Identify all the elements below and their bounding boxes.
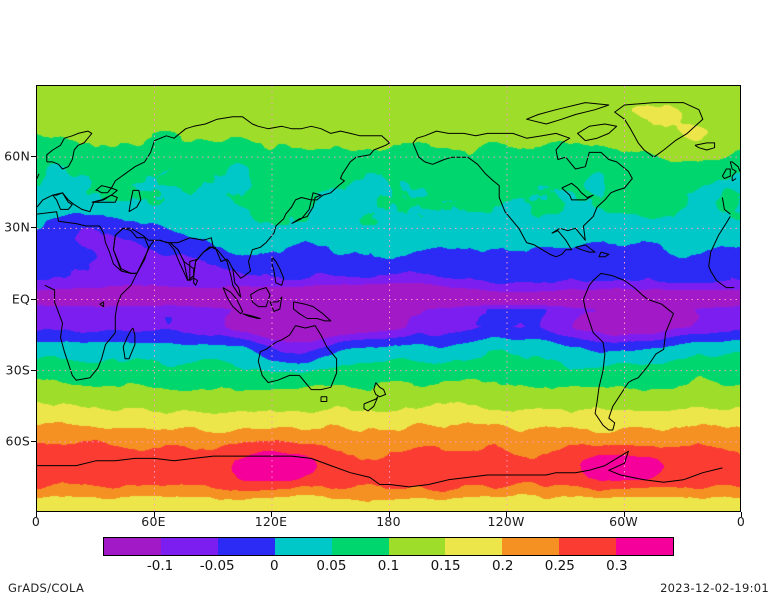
timestamp-label: 2023-12-02-19:01 [660,581,769,595]
coastline-path [708,266,735,289]
y-tickmark [31,369,36,371]
x-tick-label-0: 0 [31,514,41,529]
colorbar-tick-0.25: 0.25 [544,558,575,574]
coastline-path [128,189,142,213]
attribution-label: GrADS/COLA [8,581,85,595]
colorbar-tick--0.1: -0.1 [146,558,174,574]
coastline-path [363,396,379,412]
colorbar-tick-0.3: 0.3 [606,558,628,574]
coastline-path [320,396,328,402]
y-tickmark [31,227,36,229]
colorbar[interactable] [103,537,674,556]
coastline-path [222,287,244,315]
contour-field-canvas [37,86,740,511]
coastline-path [112,227,150,274]
x-tick-label-120W: 120W [487,514,525,529]
coastline-path [52,192,73,210]
coastline-path [250,287,271,308]
coastline-path [729,161,740,181]
coastline-path [708,216,731,267]
colorbar-tick-0.1: 0.1 [377,558,400,574]
colorbar-band-7 [502,538,560,555]
coastline-path [582,272,674,431]
y-tickmark [31,440,36,442]
coastline-path [91,194,118,203]
colorbar-band-2 [217,538,275,555]
coastline-path [37,116,390,298]
coastline-path [731,178,737,182]
coastline-path [122,327,136,360]
x-tickmark [741,512,742,517]
y-tickmark [31,156,36,158]
y-tick-label-EQ: EQ [11,291,30,306]
coastline-path [37,211,138,381]
colorbar-tick-0: 0 [270,558,279,574]
coastline-path [694,142,716,151]
coastline-path [721,197,731,215]
x-tickmark [271,512,272,517]
coastline-path [37,173,40,179]
y-tickmark [31,298,36,300]
coastline-path [193,277,199,286]
x-tick-label-180: 180 [376,514,401,529]
coastline-path [46,130,93,170]
colorbar-tick--0.05: -0.05 [199,558,235,574]
colorbar-tick-0.2: 0.2 [491,558,514,574]
coastline-path [242,313,261,319]
coastline-path [257,325,338,391]
coastline-path [291,192,322,225]
x-tickmark [506,512,507,517]
coastline-path [561,182,594,201]
colorbar-band-5 [388,538,446,555]
y-tick-label-30S: 30S [5,362,30,378]
coastline-path [721,168,731,179]
coastline-path [373,382,387,398]
colorbar-tick-0.15: 0.15 [430,558,461,574]
coastline-path [389,450,723,488]
colorbar-band-0 [104,538,161,555]
coastline-path [169,237,214,281]
coastline-path [269,296,283,312]
y-tick-label-60N: 60N [4,148,30,164]
x-tickmark [153,512,155,517]
colorbar-band-4 [331,538,389,555]
x-tick-label-60E: 60E [141,514,166,529]
coastline-path [526,102,610,125]
coastline-path [614,102,704,158]
colorbar-band-3 [274,538,332,555]
coastline-path [598,251,610,258]
coastline-path [575,244,596,253]
colorbar-band-9 [616,538,674,555]
coastline-path [271,256,285,286]
x-tick-label-60W: 60W [609,514,638,529]
y-tick-label-60S: 60S [5,433,30,449]
coastline-path [412,130,633,258]
colorbar-band-1 [160,538,218,555]
coastline-path [293,301,332,322]
latlon-gridlines [37,86,740,511]
x-tickmark [623,512,625,517]
coastline-path [577,123,618,142]
y-tick-label-30N: 30N [4,219,30,235]
x-tickmark [388,512,390,517]
coastline-path [99,301,105,308]
coastline-overlay [37,102,740,488]
x-tickmark [36,512,37,517]
map-plot-area[interactable] [36,85,741,512]
x-tick-label-120E: 120E [254,514,288,529]
coastline-path [37,455,390,485]
colorbar-band-6 [445,538,503,555]
colorbar-band-8 [559,538,617,555]
colorbar-tick-0.05: 0.05 [316,558,347,574]
x-tick-label-0: 0 [736,514,746,529]
